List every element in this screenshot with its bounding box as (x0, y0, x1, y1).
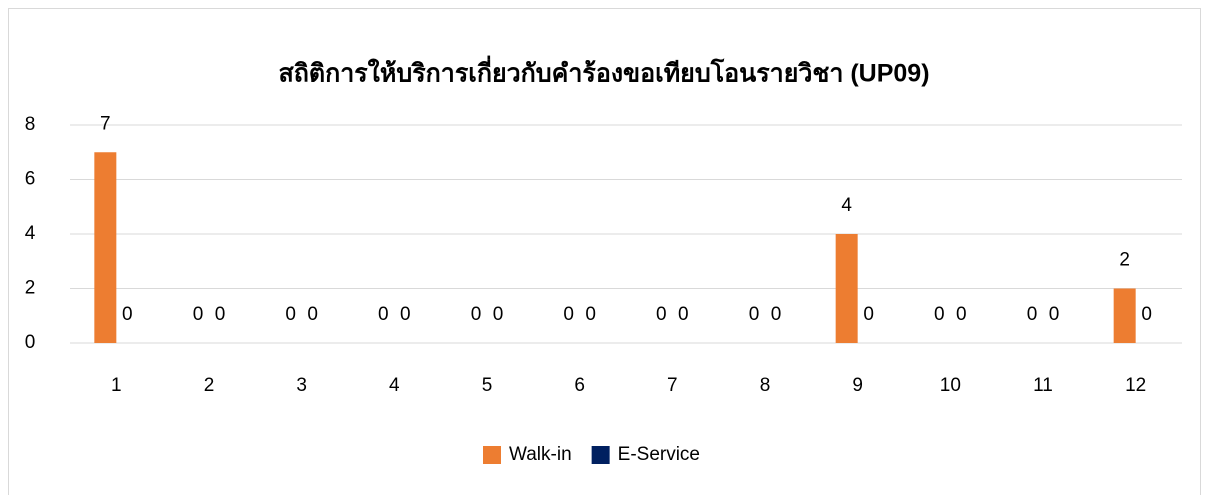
data-label: 0 (934, 304, 945, 325)
data-label: 7 (100, 113, 111, 134)
data-label: 0 (1027, 304, 1038, 325)
y-tick-label: 4 (25, 223, 36, 244)
legend-swatch (591, 446, 610, 464)
data-label: 4 (841, 195, 852, 216)
data-label: 0 (400, 304, 411, 325)
data-label: 0 (956, 304, 967, 325)
x-tick-label: 7 (667, 375, 678, 396)
legend-label: E-Service (618, 444, 700, 465)
data-label: 0 (656, 304, 667, 325)
data-label: 0 (122, 304, 133, 325)
y-tick-label: 2 (25, 278, 36, 299)
y-tick-label: 8 (25, 114, 36, 135)
x-tick-label: 5 (482, 375, 493, 396)
x-tick-label: 2 (204, 375, 215, 396)
y-tick-label: 0 (25, 332, 36, 353)
x-tick-label: 1 (111, 375, 122, 396)
data-label: 0 (585, 304, 596, 325)
x-tick-label: 9 (852, 375, 863, 396)
data-label: 0 (863, 304, 874, 325)
data-label: 0 (1141, 304, 1152, 325)
x-tick-label: 4 (389, 375, 400, 396)
x-tick-label: 10 (940, 375, 961, 396)
data-label: 0 (1049, 304, 1060, 325)
data-label: 2 (1119, 250, 1130, 271)
data-label: 0 (563, 304, 574, 325)
data-label: 0 (215, 304, 226, 325)
chart-border (8, 8, 1201, 495)
data-label: 0 (771, 304, 782, 325)
x-tick-label: 8 (760, 375, 771, 396)
data-label: 0 (471, 304, 482, 325)
bar (94, 152, 117, 343)
data-label: 0 (749, 304, 760, 325)
data-label: 0 (378, 304, 389, 325)
data-label: 0 (493, 304, 504, 325)
y-tick-label: 6 (25, 169, 36, 190)
legend-swatch (483, 446, 501, 464)
x-tick-label: 12 (1125, 375, 1146, 396)
bar (1113, 288, 1136, 343)
legend-label: Walk-in (509, 444, 572, 465)
data-label: 0 (193, 304, 204, 325)
x-tick-label: 11 (1033, 375, 1053, 396)
x-tick-label: 6 (574, 375, 585, 396)
data-label: 0 (678, 304, 689, 325)
x-tick-label: 3 (296, 375, 307, 396)
chart-title: สถิติการให้บริการเกี่ยวกับคำร้องขอเทียบโ… (278, 56, 929, 88)
bar (835, 234, 858, 343)
data-label: 0 (307, 304, 318, 325)
data-label: 0 (285, 304, 296, 325)
